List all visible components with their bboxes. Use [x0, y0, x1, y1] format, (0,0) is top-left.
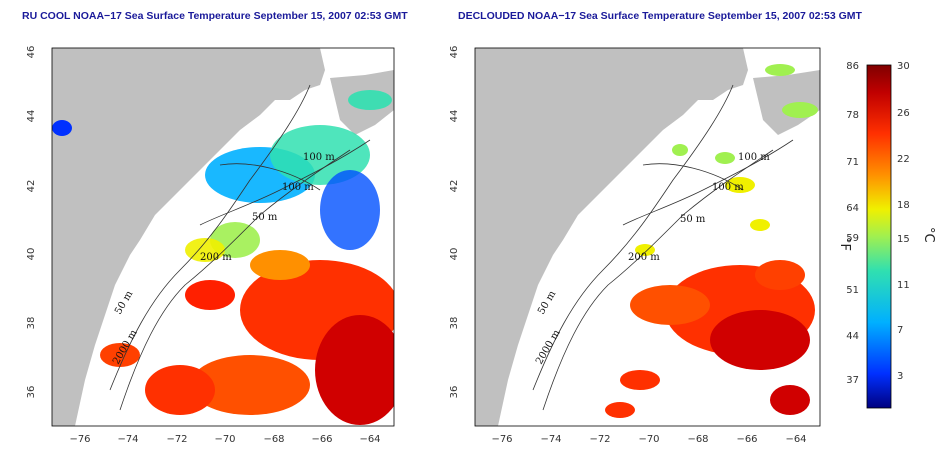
y-axis: 46 44 42 40 38 36 [449, 46, 460, 399]
fahrenheit-tick-label: 59 [846, 233, 859, 244]
x-axis: −76 −74 −72 −70 −68 −66 −64 [491, 434, 806, 445]
celsius-tick-label: 30 [897, 61, 910, 72]
y-tick-label: 42 [449, 180, 460, 193]
x-tick-label: −68 [263, 434, 284, 445]
y-tick-label: 44 [449, 110, 460, 123]
y-tick-label: 38 [449, 317, 460, 330]
isobath-label: 200 m [628, 252, 660, 263]
y-axis: 46 44 42 40 38 36 [26, 46, 37, 399]
y-tick-label: 40 [449, 248, 460, 261]
isobath-label: 50 m [252, 212, 278, 223]
left-panel-title: RU COOL NOAA−17 Sea Surface Temperature … [22, 10, 408, 22]
right-sst-map: 100 m 100 m 50 m 200 m 50 m 2000 m 46 44… [449, 46, 821, 445]
fahrenheit-tick-label: 37 [846, 375, 859, 386]
map-frame [51, 47, 395, 427]
x-axis: −76 −74 −72 −70 −68 −66 −64 [69, 434, 380, 445]
x-tick-label: −66 [736, 434, 757, 445]
fahrenheit-ticks: 86 78 71 64 59 51 44 37 [846, 61, 859, 386]
y-tick-label: 44 [26, 110, 37, 123]
left-sst-map: 100 m 100 m 50 m 200 m 50 m 2000 m 46 44… [26, 46, 395, 445]
isobath-label: 50 m [680, 214, 706, 225]
x-tick-label: −72 [166, 434, 187, 445]
celsius-tick-label: 7 [897, 325, 903, 336]
isobath-contours [532, 84, 794, 411]
map-frame [474, 47, 821, 427]
celsius-tick-label: 3 [897, 371, 903, 382]
nova-scotia [753, 70, 820, 135]
x-tick-label: −74 [540, 434, 561, 445]
land-mass [475, 48, 748, 426]
fahrenheit-tick-label: 64 [846, 203, 859, 214]
fahrenheit-tick-label: 71 [846, 157, 859, 168]
celsius-tick-label: 18 [897, 200, 910, 211]
y-tick-label: 36 [449, 386, 460, 399]
isobath-contours [109, 84, 371, 411]
celsius-unit-label: °C [921, 227, 936, 243]
x-tick-label: −74 [117, 434, 138, 445]
y-tick-label: 42 [26, 180, 37, 193]
fahrenheit-tick-label: 86 [846, 61, 859, 72]
x-tick-label: −72 [589, 434, 610, 445]
fahrenheit-tick-label: 44 [846, 331, 859, 342]
celsius-tick-label: 26 [897, 108, 910, 119]
colorbar: 86 78 71 64 59 51 44 37 30 26 22 18 15 1… [837, 61, 936, 409]
x-tick-label: −70 [214, 434, 235, 445]
x-tick-label: −76 [491, 434, 512, 445]
celsius-tick-label: 11 [897, 280, 910, 291]
colorbar-gradient [866, 64, 892, 409]
sst-warm-patches [605, 260, 815, 418]
sst-warm-patches [100, 250, 394, 425]
land-mass [52, 48, 325, 426]
y-tick-label: 46 [26, 46, 37, 59]
fahrenheit-unit-label: °F [837, 237, 852, 251]
isobath-label: 100 m [282, 182, 314, 193]
x-tick-label: −76 [69, 434, 90, 445]
right-panel-title: DECLOUDED NOAA−17 Sea Surface Temperatur… [458, 10, 862, 22]
x-tick-label: −70 [638, 434, 659, 445]
isobath-label: 100 m [738, 152, 770, 163]
celsius-tick-label: 22 [897, 154, 910, 165]
isobath-label: 100 m [712, 182, 744, 193]
x-tick-label: −66 [311, 434, 332, 445]
isobath-label: 200 m [200, 252, 232, 263]
celsius-ticks: 30 26 22 18 15 11 7 3 [897, 61, 910, 382]
y-tick-label: 38 [26, 317, 37, 330]
celsius-tick-label: 15 [897, 234, 910, 245]
isobath-label: 100 m [303, 152, 335, 163]
x-tick-label: −64 [359, 434, 380, 445]
fahrenheit-tick-label: 51 [846, 285, 859, 296]
fahrenheit-tick-label: 78 [846, 110, 859, 121]
y-tick-label: 36 [26, 386, 37, 399]
y-tick-label: 40 [26, 248, 37, 261]
sst-cool-patches [635, 64, 818, 256]
x-tick-label: −64 [785, 434, 806, 445]
x-tick-label: −68 [687, 434, 708, 445]
y-tick-label: 46 [449, 46, 460, 59]
